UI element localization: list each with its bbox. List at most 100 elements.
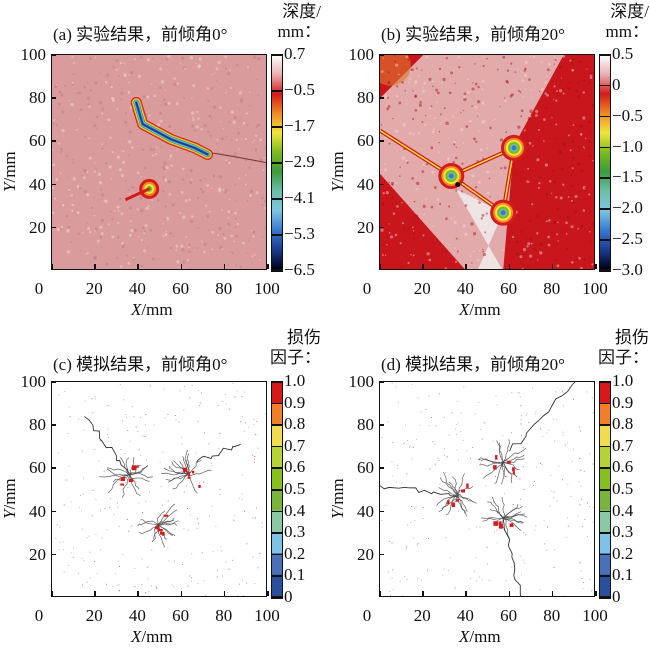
surface-texture xyxy=(545,220,548,223)
surface-texture xyxy=(120,98,123,101)
surface-texture xyxy=(214,72,216,74)
surface-texture xyxy=(380,202,385,206)
surface-texture xyxy=(471,87,475,91)
noise-dot xyxy=(391,382,393,384)
surface-texture xyxy=(579,124,583,128)
noise-dot xyxy=(422,507,424,509)
surface-texture xyxy=(189,180,193,184)
noise-dot xyxy=(417,578,419,580)
noise-dot xyxy=(456,423,458,425)
noise-dot xyxy=(484,422,486,424)
noise-dot xyxy=(134,586,136,588)
surface-texture xyxy=(118,197,122,200)
surface-texture xyxy=(94,167,97,169)
noise-dot xyxy=(253,461,255,463)
surface-texture xyxy=(539,242,543,247)
surface-texture xyxy=(234,183,237,186)
surface-texture xyxy=(591,263,594,266)
pit xyxy=(511,145,517,151)
noise-dot xyxy=(84,400,86,402)
x-tick-mark xyxy=(267,264,269,269)
surface-texture xyxy=(235,138,238,141)
surface-texture xyxy=(223,191,227,194)
surface-texture xyxy=(222,189,225,191)
colorbar-tick-mark xyxy=(271,597,283,599)
noise-dot xyxy=(94,398,96,400)
crack-trench xyxy=(135,101,209,156)
surface-texture xyxy=(398,73,400,76)
x-tick-label: 40 xyxy=(128,279,146,298)
surface-texture xyxy=(383,180,386,183)
noise-dot xyxy=(241,498,243,500)
surface-texture xyxy=(239,98,244,102)
surface-texture xyxy=(579,132,583,136)
surface-texture xyxy=(138,235,140,238)
damage-mark xyxy=(158,529,163,532)
surface-texture xyxy=(562,87,565,90)
surface-texture xyxy=(68,188,71,192)
noise-dot xyxy=(255,434,257,436)
surface-texture xyxy=(553,63,555,65)
surface-texture xyxy=(439,113,442,116)
noise-dot xyxy=(411,505,413,507)
x-tick-mark xyxy=(267,591,269,596)
noise-dot xyxy=(432,441,434,443)
surface-texture xyxy=(244,183,247,186)
noise-dot xyxy=(387,571,389,573)
colorbar-title-line1: 损伤 xyxy=(287,328,321,347)
x-axis-label: X/mm xyxy=(459,301,501,318)
surface-texture xyxy=(175,244,179,248)
noise-dot xyxy=(481,438,483,440)
surface-texture xyxy=(127,91,131,95)
surface-texture xyxy=(64,84,67,88)
surface-texture xyxy=(577,81,579,84)
crack-cluster-line xyxy=(494,461,504,485)
noise-dot xyxy=(533,484,535,486)
surface-texture xyxy=(488,177,491,180)
noise-dot xyxy=(236,390,238,392)
noise-dot xyxy=(91,515,93,517)
surface-texture xyxy=(486,191,490,195)
surface-texture xyxy=(140,176,143,178)
noise-dot xyxy=(389,591,391,593)
noise-dot xyxy=(145,592,147,594)
noise-dot xyxy=(492,440,494,442)
noise-dot xyxy=(474,413,476,415)
surface-texture xyxy=(398,101,402,105)
surface-texture xyxy=(562,218,565,221)
x-tick-mark xyxy=(379,264,381,269)
surface-texture xyxy=(555,258,558,262)
noise-dot xyxy=(395,386,397,388)
colorbar-tick-label: 0.7 xyxy=(284,435,306,455)
noise-dot xyxy=(189,514,191,516)
surface-texture xyxy=(570,192,573,195)
surface-texture xyxy=(384,95,388,99)
surface-texture xyxy=(435,88,438,92)
noise-dot xyxy=(582,587,584,589)
noise-dot xyxy=(148,491,150,493)
noise-dot xyxy=(558,465,560,467)
noise-dot xyxy=(130,485,132,487)
surface-texture xyxy=(228,121,231,124)
heatmap-canvas xyxy=(380,55,594,269)
noise-dot xyxy=(548,429,550,431)
noise-dot xyxy=(519,396,521,398)
surface-texture xyxy=(422,204,426,209)
surface-texture xyxy=(425,56,429,59)
surface-texture xyxy=(589,73,593,77)
noise-dot xyxy=(406,546,408,548)
crack-branch xyxy=(380,485,458,498)
noise-dot xyxy=(553,491,555,493)
noise-dot xyxy=(150,585,152,587)
noise-dot xyxy=(89,551,91,553)
surface-texture xyxy=(591,222,594,226)
surface-texture xyxy=(251,255,254,258)
noise-dot xyxy=(480,428,482,430)
surface-texture xyxy=(237,132,241,135)
x-tick-label: 0 xyxy=(34,606,44,625)
surface-texture xyxy=(432,85,434,88)
surface-texture xyxy=(164,102,168,106)
surface-texture xyxy=(203,177,205,180)
surface-texture xyxy=(399,166,401,169)
surface-texture xyxy=(123,73,127,77)
